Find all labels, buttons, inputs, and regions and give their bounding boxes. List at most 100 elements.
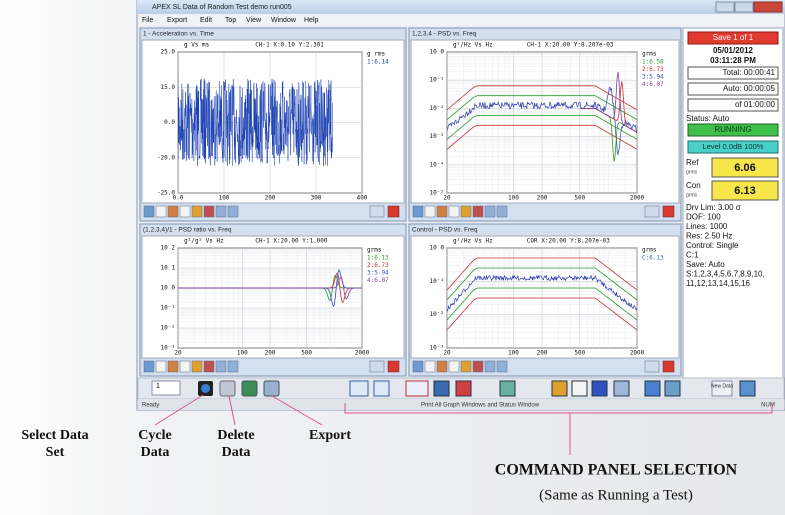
menu-item[interactable]: View bbox=[246, 17, 262, 24]
cmd-button[interactable] bbox=[591, 380, 608, 397]
pane-tool-icon[interactable] bbox=[143, 205, 155, 218]
y-tick-label: 10⁻⁴ bbox=[430, 161, 444, 168]
graph-pane: (1,2,3,4)/1 - PSD ratio vs. Freq g²/g² Vs… bbox=[139, 223, 407, 377]
pane-tool-icon[interactable] bbox=[143, 360, 155, 373]
pane-tool-icon[interactable] bbox=[191, 360, 203, 373]
x-tick-label: 100 bbox=[219, 195, 230, 202]
cmd-button[interactable] bbox=[405, 380, 429, 397]
cmd-button[interactable] bbox=[349, 380, 369, 397]
new-data-button[interactable] bbox=[711, 380, 733, 397]
pane-close-icon[interactable] bbox=[662, 360, 675, 373]
pane-tool-icon[interactable] bbox=[215, 360, 227, 373]
curve bbox=[447, 257, 637, 291]
curve bbox=[178, 78, 333, 167]
help-button[interactable] bbox=[644, 380, 661, 397]
y-tick-label: 10⁻³ bbox=[161, 345, 175, 352]
cmd-button[interactable] bbox=[455, 380, 472, 397]
pane-tool-icon[interactable] bbox=[644, 360, 660, 373]
data-icon-button[interactable] bbox=[241, 380, 258, 397]
menu-item[interactable]: Edit bbox=[200, 17, 212, 24]
export-button[interactable] bbox=[263, 380, 280, 397]
graph-unit: g²/Hz Vs Hz bbox=[453, 238, 493, 245]
pane-tool-icon[interactable] bbox=[644, 205, 660, 218]
cmd-button[interactable] bbox=[499, 380, 516, 397]
pane-tool-icon[interactable] bbox=[460, 360, 472, 373]
cmd-button[interactable] bbox=[373, 380, 390, 397]
pane-tool-icon[interactable] bbox=[412, 360, 424, 373]
y-tick-label: 10 1 bbox=[161, 265, 176, 272]
curve bbox=[447, 87, 637, 156]
pane-tool-icon[interactable] bbox=[448, 205, 460, 218]
pane-tool-icon[interactable] bbox=[215, 205, 227, 218]
pane-tool-icon[interactable] bbox=[155, 360, 167, 373]
pane-tool-icon[interactable] bbox=[436, 205, 448, 218]
x-tick-label: 100 bbox=[237, 350, 248, 357]
content-layer: File Export Edit Top View Window Help 1 - Accel… bbox=[139, 17, 779, 377]
cmd-button[interactable] bbox=[739, 380, 756, 397]
data-set-input[interactable] bbox=[151, 380, 181, 396]
delete-data-button[interactable] bbox=[219, 380, 236, 397]
pane-tool-icon[interactable] bbox=[424, 360, 436, 373]
pane-tool-icon[interactable] bbox=[155, 205, 167, 218]
x-tick-label: 20 bbox=[443, 195, 451, 202]
legend-title: grms bbox=[642, 247, 657, 254]
x-tick-label: 20 bbox=[174, 350, 182, 357]
pane-tool-icon[interactable] bbox=[472, 360, 484, 373]
pane-tool-icon[interactable] bbox=[460, 205, 472, 218]
pane-tool-icon[interactable] bbox=[203, 205, 215, 218]
pane-close-icon[interactable] bbox=[387, 360, 400, 373]
menu-item[interactable]: Top bbox=[225, 17, 236, 24]
pane-tool-icon[interactable] bbox=[484, 360, 496, 373]
pane-tool-icon[interactable] bbox=[369, 360, 385, 373]
pane-tool-icon[interactable] bbox=[472, 205, 484, 218]
cmd-button[interactable] bbox=[551, 380, 568, 397]
menu-item[interactable]: Window bbox=[271, 17, 297, 24]
pointer-line bbox=[154, 394, 204, 426]
pane-tool-icon[interactable] bbox=[191, 205, 203, 218]
close-button[interactable] bbox=[753, 1, 783, 13]
curve bbox=[447, 95, 637, 121]
time-value: of 01:00:00 bbox=[735, 100, 776, 109]
cmd-button[interactable] bbox=[433, 380, 450, 397]
pane-tool-icon[interactable] bbox=[179, 360, 191, 373]
pane-tool-icon[interactable] bbox=[203, 360, 215, 373]
legend-entry: 1:6.14 bbox=[367, 59, 389, 66]
status-info: DOF: 100 bbox=[686, 213, 721, 222]
ref-value: 6.06 bbox=[734, 162, 755, 174]
graph-unit: g²/g² Vs Hz bbox=[184, 238, 224, 245]
graph-cursor: CH-1 X:0.10 Y:2.301 bbox=[255, 42, 324, 49]
pane-tool-icon[interactable] bbox=[227, 360, 239, 373]
pointer-line bbox=[228, 395, 236, 426]
save-button[interactable] bbox=[687, 31, 779, 45]
pane-tool-icon[interactable] bbox=[227, 205, 239, 218]
pane-close-icon[interactable] bbox=[387, 205, 400, 218]
status-info: Lines: 1000 bbox=[686, 222, 728, 231]
pointer-line bbox=[271, 395, 323, 426]
pane-tool-icon[interactable] bbox=[412, 205, 424, 218]
x-tick-label: 400 bbox=[357, 195, 368, 202]
minimize-button[interactable] bbox=[715, 1, 735, 13]
graph-pane: 1 - Acceleration vs. Time g Vs ms CH-1 X:0… bbox=[139, 27, 407, 222]
cmd-button[interactable] bbox=[613, 380, 630, 397]
pane-tool-icon[interactable] bbox=[496, 360, 508, 373]
pane-tool-icon[interactable] bbox=[167, 360, 179, 373]
pane-tool-icon[interactable] bbox=[167, 205, 179, 218]
curve bbox=[447, 287, 637, 321]
pane-tool-icon[interactable] bbox=[448, 360, 460, 373]
cmd-button[interactable] bbox=[571, 380, 588, 397]
pane-close-icon[interactable] bbox=[662, 205, 675, 218]
pane-tool-icon[interactable] bbox=[369, 205, 385, 218]
menu-item[interactable]: Export bbox=[167, 17, 187, 24]
cmd-button[interactable] bbox=[664, 380, 681, 397]
y-tick-label: 10⁻² bbox=[161, 325, 175, 332]
pane-tool-icon[interactable] bbox=[179, 205, 191, 218]
y-tick-label: 10⁻² bbox=[430, 105, 444, 112]
menu-item[interactable]: Help bbox=[304, 17, 319, 24]
pane-tool-icon[interactable] bbox=[436, 360, 448, 373]
pane-tool-icon[interactable] bbox=[496, 205, 508, 218]
maximize-button[interactable] bbox=[734, 1, 754, 13]
pane-tool-icon[interactable] bbox=[424, 205, 436, 218]
cycle-icon bbox=[201, 384, 210, 393]
pane-tool-icon[interactable] bbox=[484, 205, 496, 218]
menu-item[interactable]: File bbox=[142, 17, 153, 24]
